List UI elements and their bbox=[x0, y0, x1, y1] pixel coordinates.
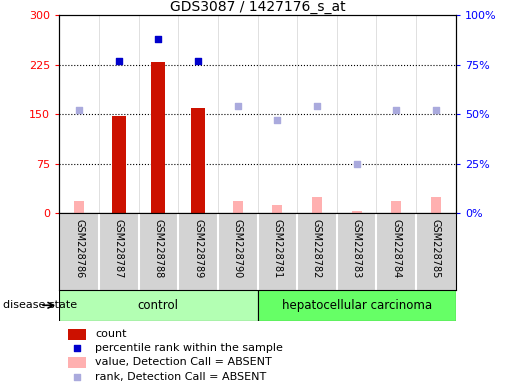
Text: GSM228789: GSM228789 bbox=[193, 219, 203, 278]
Text: GSM228790: GSM228790 bbox=[233, 219, 243, 278]
Bar bbox=[191, 108, 205, 213]
Bar bbox=[352, 211, 362, 213]
Text: rank, Detection Call = ABSENT: rank, Detection Call = ABSENT bbox=[95, 372, 267, 382]
Text: GSM228781: GSM228781 bbox=[272, 219, 282, 278]
Point bbox=[233, 103, 242, 109]
Point bbox=[114, 58, 123, 64]
Bar bbox=[431, 197, 441, 213]
Bar bbox=[391, 201, 401, 213]
Bar bbox=[233, 201, 243, 213]
Text: control: control bbox=[138, 299, 179, 312]
Text: count: count bbox=[95, 329, 127, 339]
Bar bbox=[59, 290, 258, 321]
Point bbox=[432, 107, 440, 113]
Text: GSM228785: GSM228785 bbox=[431, 219, 441, 279]
Point bbox=[73, 374, 81, 380]
Text: disease state: disease state bbox=[3, 300, 77, 310]
Point bbox=[73, 345, 81, 351]
Point bbox=[313, 103, 321, 109]
Bar bbox=[112, 116, 126, 213]
Text: percentile rank within the sample: percentile rank within the sample bbox=[95, 343, 283, 353]
Point bbox=[194, 58, 202, 64]
Point bbox=[75, 107, 83, 113]
Bar bbox=[312, 197, 322, 213]
Bar bbox=[151, 61, 165, 213]
Text: GSM228784: GSM228784 bbox=[391, 219, 401, 278]
Point bbox=[154, 36, 162, 42]
Bar bbox=[68, 329, 87, 340]
Point bbox=[352, 161, 360, 167]
Bar bbox=[272, 205, 282, 213]
Text: GSM228783: GSM228783 bbox=[352, 219, 362, 278]
Point bbox=[392, 107, 401, 113]
Text: GSM228788: GSM228788 bbox=[153, 219, 163, 278]
Text: value, Detection Call = ABSENT: value, Detection Call = ABSENT bbox=[95, 358, 272, 367]
Point bbox=[273, 117, 281, 123]
Text: hepatocellular carcinoma: hepatocellular carcinoma bbox=[282, 299, 432, 312]
Text: GSM228787: GSM228787 bbox=[114, 219, 124, 279]
Bar bbox=[68, 357, 87, 368]
Text: GSM228786: GSM228786 bbox=[74, 219, 84, 278]
Title: GDS3087 / 1427176_s_at: GDS3087 / 1427176_s_at bbox=[169, 0, 346, 14]
Text: GSM228782: GSM228782 bbox=[312, 219, 322, 279]
Bar bbox=[258, 290, 456, 321]
Bar bbox=[74, 201, 84, 213]
